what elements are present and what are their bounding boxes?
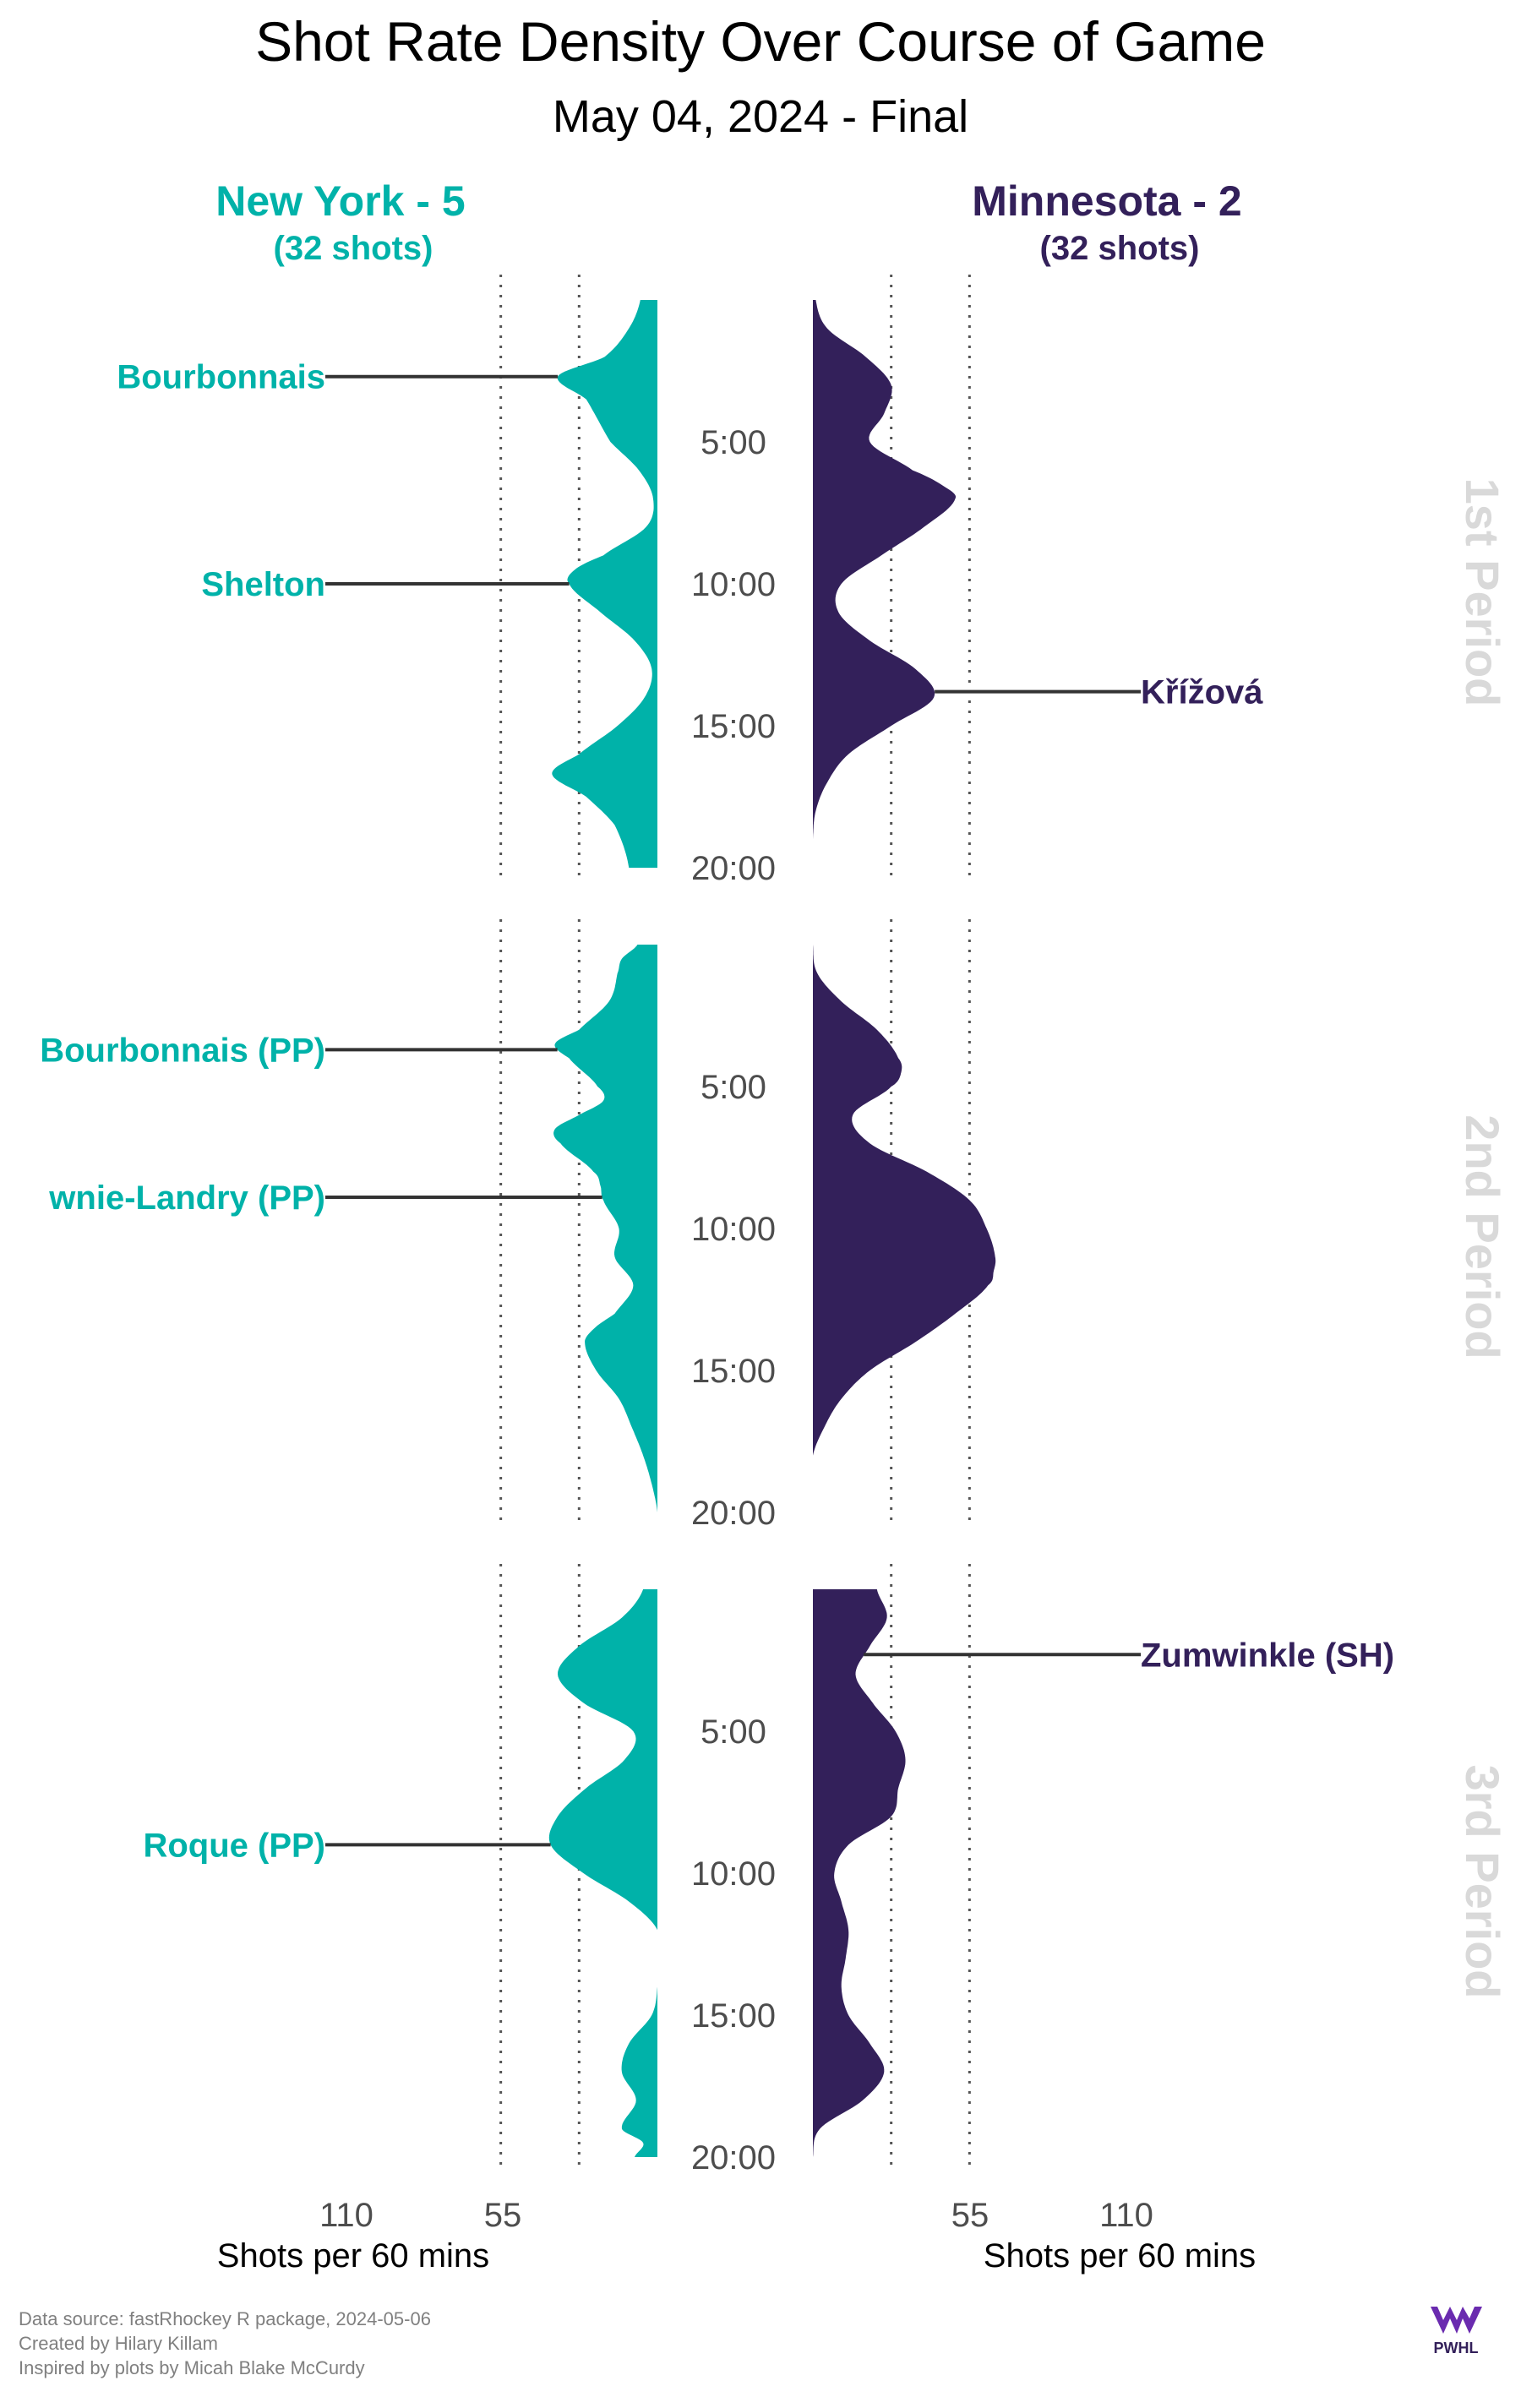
time-label-p3-20: 20:00 [691,2139,776,2176]
left-tick-55: 55 [484,2197,522,2234]
time-axis-labels: 5:00 10:00 15:00 20:00 5:00 10:00 15:00 20:00 5:… [691,424,776,2176]
right-tick-55: 55 [951,2197,989,2234]
new-york-density-p2 [553,945,657,1512]
density-areas [548,300,996,2157]
footer-credits: Data source: fastRhockey R package, 2024… [19,2307,431,2380]
annotation-label-4: Bourbonnais (PP) [40,1032,325,1069]
time-label-p3-10: 10:00 [691,1855,776,1893]
annotation-label-5: wnie-Landry (PP) [48,1179,325,1217]
time-label-p2-10: 10:00 [691,1211,776,1248]
time-label-p2-5: 5:00 [701,1069,766,1106]
annotation-label-7: Roque (PP) [143,1827,325,1864]
period-labels: 1st Period 2nd Period 3rd Period [1456,478,1509,1999]
footer-inspired-by: Inspired by plots by Micah Blake McCurdy [19,2357,365,2378]
right-axis-label: Shots per 60 mins [984,2237,1256,2275]
annotation-label-2: Shelton [201,566,325,603]
chart-subtitle: May 04, 2024 - Final [553,91,968,142]
time-label-p2-20: 20:00 [691,1495,776,1532]
time-label-p1-20: 20:00 [691,850,776,887]
right-tick-110: 110 [1099,2197,1153,2234]
new-york-density-p3 [548,1589,657,2157]
minnesota-density-p1 [813,300,956,868]
new-york-density-p1 [552,300,657,868]
annotation-label-3: Křížová [1141,674,1263,711]
left-tick-110: 110 [319,2197,373,2234]
pwhl-logo: PWHL [1431,2307,1482,2356]
pwhl-logo-text: PWHL [1434,2340,1479,2356]
period-label-2: 2nd Period [1456,1114,1509,1359]
team-right-name: Minnesota - 2 [972,177,1241,225]
footer-data-source: Data source: fastRhockey R package, 2024… [19,2308,431,2329]
goal-annotations-right: Křížová Zumwinkle (SH) [864,674,1394,1674]
annotation-label-6: Zumwinkle (SH) [1141,1637,1394,1674]
time-label-p1-5: 5:00 [701,424,766,461]
team-left-shots: (32 shots) [274,230,433,267]
time-label-p3-15: 15:00 [691,1997,776,2035]
time-label-p3-5: 5:00 [701,1713,766,1751]
period-label-3: 3rd Period [1456,1765,1509,1999]
team-left-name: New York - 5 [215,177,465,225]
period-label-1: 1st Period [1456,478,1509,707]
annotation-label-1: Bourbonnais [117,359,325,396]
minnesota-density-p2 [813,945,996,1512]
chart-title: Shot Rate Density Over Course of Game [255,10,1266,73]
time-label-p1-10: 10:00 [691,566,776,603]
footer-created-by: Created by Hilary Killam [19,2333,218,2354]
time-label-p2-15: 15:00 [691,1353,776,1390]
goal-annotations: Bourbonnais Shelton Bourbonnais (PP) wnie-L… [40,359,602,1864]
team-right-shots: (32 shots) [1040,230,1200,267]
pwhl-logo-icon [1431,2307,1482,2334]
minnesota-density-p3 [813,1589,906,2157]
time-label-p1-15: 15:00 [691,708,776,745]
left-axis-label: Shots per 60 mins [217,2237,489,2275]
